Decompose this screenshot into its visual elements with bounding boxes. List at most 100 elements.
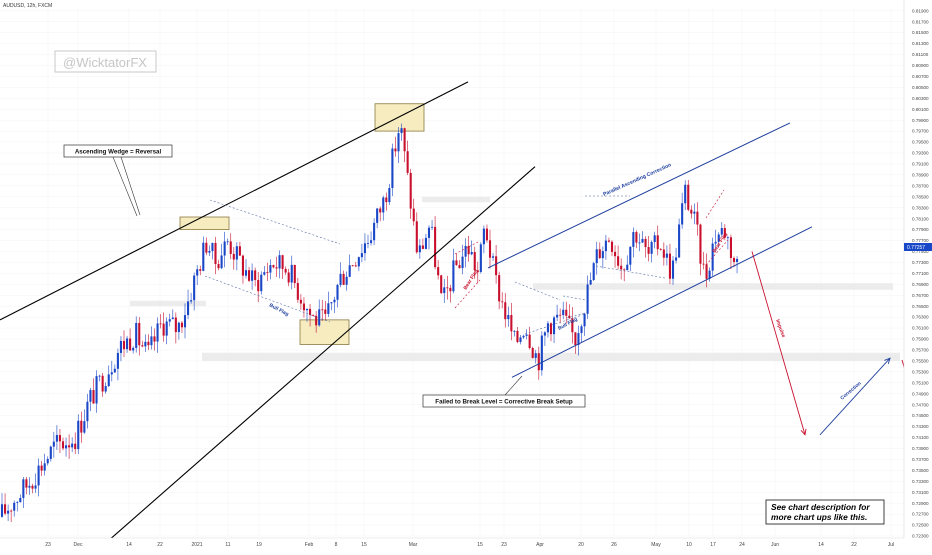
candle-body-166 bbox=[507, 315, 510, 320]
candle-body-134 bbox=[409, 172, 412, 209]
flag-guide-upper-1 bbox=[514, 281, 561, 301]
y-tick-label-29: 0.76100 bbox=[912, 326, 929, 331]
candle-body-67 bbox=[205, 242, 208, 253]
info-box-line-1: See chart description for bbox=[771, 502, 870, 512]
candle-body-8 bbox=[25, 479, 28, 488]
candle-body-13 bbox=[40, 465, 43, 471]
candle-body-111 bbox=[339, 273, 342, 285]
candle-body-4 bbox=[13, 502, 16, 511]
candle-body-178 bbox=[543, 332, 546, 336]
y-tick-label-22: 0.77500 bbox=[912, 249, 929, 254]
candle-body-168 bbox=[513, 330, 516, 332]
candle-body-187 bbox=[571, 318, 574, 333]
candle-body-110 bbox=[336, 284, 339, 300]
candle-body-41 bbox=[126, 338, 129, 350]
x-axis-panel[interactable] bbox=[0, 538, 932, 550]
candle-body-31 bbox=[95, 376, 98, 404]
candle-body-223 bbox=[681, 203, 684, 225]
candle-body-102 bbox=[312, 314, 315, 316]
candle-body-109 bbox=[333, 299, 336, 303]
candle-body-202 bbox=[617, 256, 620, 266]
candle-body-163 bbox=[498, 275, 501, 302]
candle-body-47 bbox=[144, 341, 147, 347]
candle-body-164 bbox=[501, 301, 504, 303]
candle-body-12 bbox=[37, 465, 40, 486]
candle-body-65 bbox=[199, 269, 202, 271]
candle-body-125 bbox=[382, 197, 385, 213]
candle-body-183 bbox=[559, 314, 562, 316]
candle-body-194 bbox=[592, 263, 595, 281]
wedge-upper-line bbox=[0, 81, 469, 321]
candle-body-49 bbox=[150, 336, 153, 346]
candle-body-162 bbox=[495, 256, 498, 276]
wedge-callout-text: Ascending Wedge = Reversal bbox=[75, 149, 162, 156]
candle-body-115 bbox=[351, 265, 354, 267]
info-box-line-2: more chart ups like this. bbox=[771, 512, 867, 522]
symbol-header[interactable]: AUDUSD, 12h, FXCM bbox=[3, 3, 52, 9]
y-tick-label-19: 0.78100 bbox=[912, 216, 929, 221]
candle-body-214 bbox=[653, 235, 656, 242]
candle-body-90 bbox=[275, 267, 278, 269]
bear-flag-label-2: Bear Flag bbox=[712, 232, 729, 255]
candle-body-23 bbox=[71, 443, 74, 448]
candle-body-156 bbox=[476, 270, 479, 272]
candle-body-141 bbox=[431, 226, 434, 228]
y-tick-label-24: 0.77100 bbox=[912, 271, 929, 276]
bull-flag-label-1: Bull Flag bbox=[268, 302, 289, 317]
x-axis: 23 Dec 14 22 2021 11 19 Feb 8 15 Mar 15 23 Apr 20 26 May… bbox=[45, 542, 894, 548]
watermark: @WicktatorFX bbox=[54, 50, 157, 73]
y-tick-label-11: 0.79700 bbox=[912, 129, 929, 134]
y-tick-label-1: 0.81700 bbox=[912, 19, 929, 24]
candle-body-42 bbox=[129, 338, 132, 351]
y-tick-label-18: 0.78300 bbox=[912, 205, 929, 210]
flag-guide-lower-0 bbox=[204, 275, 331, 323]
candle-body-73 bbox=[223, 241, 226, 256]
y-tick-label-36: 0.74700 bbox=[912, 402, 929, 407]
candle-body-200 bbox=[610, 241, 614, 252]
price-tag: 0.77257 bbox=[904, 243, 932, 251]
candle-body-33 bbox=[101, 375, 104, 392]
x-tick-label-4: 2021 bbox=[191, 542, 202, 548]
candle-body-121 bbox=[370, 240, 373, 244]
y-tick-label-27: 0.76500 bbox=[912, 304, 929, 309]
candle-body-122 bbox=[373, 222, 376, 241]
candle-body-95 bbox=[290, 264, 293, 283]
y-tick-label-15: 0.78900 bbox=[912, 172, 929, 177]
x-tick-label-2: 14 bbox=[126, 542, 132, 548]
candle-body-184 bbox=[562, 309, 565, 316]
y-tick-label-8: 0.80300 bbox=[912, 96, 929, 101]
failed-break-callout-text: Failed to Break Level = Corrective Break… bbox=[435, 399, 573, 406]
candle-body-124 bbox=[379, 208, 382, 213]
candle-body-44 bbox=[135, 322, 138, 348]
channel-lower-line bbox=[511, 226, 813, 378]
y-tick-label-43: 0.73300 bbox=[912, 479, 929, 484]
candle-body-68 bbox=[208, 250, 211, 253]
y-tick-label-47: 0.72500 bbox=[912, 523, 929, 528]
correction-label: Correction bbox=[839, 381, 862, 402]
candle-body-144 bbox=[440, 275, 443, 294]
channel-label: Parallel Ascending Correction bbox=[602, 162, 672, 198]
candle-body-74 bbox=[226, 241, 229, 243]
failed-break-callout-box bbox=[422, 394, 586, 408]
y-axis-panel[interactable] bbox=[904, 0, 932, 538]
y-tick-label-14: 0.79100 bbox=[912, 162, 929, 167]
candle-body-116 bbox=[354, 265, 357, 267]
candle-body-20 bbox=[61, 441, 65, 449]
candle-body-105 bbox=[321, 309, 324, 311]
candle-body-81 bbox=[248, 270, 251, 281]
candle-body-69 bbox=[211, 242, 214, 251]
candle-body-181 bbox=[553, 317, 556, 335]
info-box[interactable]: See chart description for more chart ups… bbox=[765, 499, 885, 525]
candle-body-232 bbox=[708, 270, 711, 279]
watermark-frame bbox=[54, 50, 157, 73]
y-tick-label-25: 0.76900 bbox=[912, 282, 929, 287]
wedge-callout[interactable]: Ascending Wedge = Reversal bbox=[63, 144, 173, 217]
candle-body-154 bbox=[470, 252, 473, 255]
wedge-callout-pointer-b bbox=[112, 156, 138, 217]
x-tick-label-19: 24 bbox=[739, 542, 745, 548]
candle-body-1 bbox=[4, 504, 7, 514]
y-tick-label-42: 0.73500 bbox=[912, 468, 929, 473]
failed-break-callout[interactable]: Failed to Break Level = Corrective Break… bbox=[422, 375, 586, 408]
